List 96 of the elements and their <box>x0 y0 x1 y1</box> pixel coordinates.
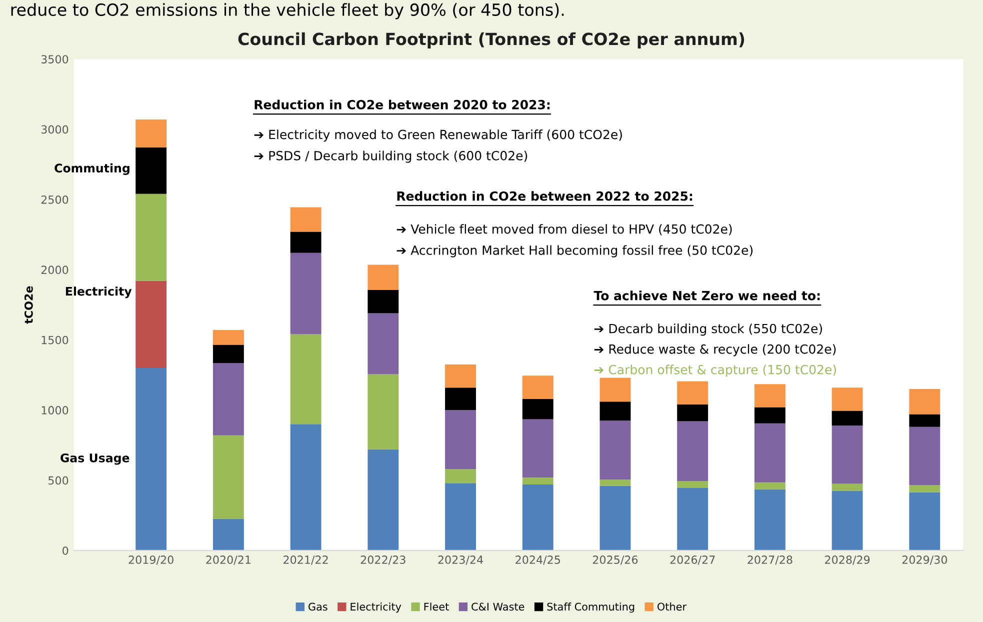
bar <box>832 484 863 491</box>
y-tick-label: 2500 <box>41 195 68 204</box>
bar <box>832 388 863 411</box>
annotation: Gas Usage <box>60 453 130 465</box>
bar <box>754 407 786 424</box>
annotation: Commuting <box>54 163 130 175</box>
bar <box>522 398 554 420</box>
bar <box>445 410 476 470</box>
bar <box>754 489 786 550</box>
bar <box>290 207 322 232</box>
bar <box>522 484 554 550</box>
bar <box>909 414 940 427</box>
annotation: ➔ Electricity moved to Green Renewable Tariff (600 tCO2e) <box>254 130 622 142</box>
bar <box>600 480 631 486</box>
bar <box>212 330 244 345</box>
annotation: ➔ Reduce waste & recycle (200 tC02e) <box>594 344 836 356</box>
x-tick-label: 2027/28 <box>748 556 792 565</box>
bar <box>290 334 322 424</box>
bar <box>677 480 708 488</box>
bar <box>445 364 476 388</box>
bar <box>677 421 708 481</box>
bar <box>368 313 399 374</box>
legend-label: C&I Waste <box>472 602 524 611</box>
bar <box>600 486 631 550</box>
y-tick-label: 3500 <box>41 55 68 64</box>
bar <box>677 488 708 550</box>
annotation: ➔ Accrington Market Hall becoming fossil free (50 tC02e) <box>396 245 753 258</box>
bar <box>600 420 631 480</box>
bar <box>212 344 244 364</box>
y-tick-label: 500 <box>48 476 68 485</box>
bar <box>600 402 631 421</box>
y-tick-label: 3000 <box>41 125 68 134</box>
annotation: ➔ Vehicle fleet moved from diesel to HPV (450 tC02e) <box>396 224 732 236</box>
bar <box>290 424 322 550</box>
bar <box>677 381 708 404</box>
bar <box>445 483 476 550</box>
bar <box>445 388 476 410</box>
bar <box>212 518 244 550</box>
bar <box>909 492 940 550</box>
y-tick-label: 0 <box>62 546 68 555</box>
legend-label: Other <box>658 602 686 611</box>
bar <box>136 280 167 368</box>
bar <box>445 469 476 484</box>
bar <box>600 378 631 402</box>
bar <box>136 368 167 550</box>
legend-label: Staff Commuting <box>547 602 634 613</box>
bar <box>754 423 786 482</box>
legend-label: Fleet <box>424 602 449 611</box>
x-tick-label: 2029/30 <box>902 556 948 565</box>
bar <box>832 490 863 550</box>
annotation: ➔ PSDS / Decarb building stock (600 tC02e) <box>254 150 528 163</box>
x-tick-label: 2021/22 <box>284 556 328 565</box>
bar <box>909 426 940 486</box>
y-axis-title: tCO2e <box>24 286 33 324</box>
bar <box>368 290 399 314</box>
bar <box>368 264 399 290</box>
bar <box>368 374 399 450</box>
x-tick-label: 2024/25 <box>516 556 560 565</box>
bar <box>909 485 940 492</box>
bar <box>522 419 554 478</box>
y-tick-label: 1000 <box>42 406 68 414</box>
annotation: To achieve Net Zero we need to: <box>594 290 820 300</box>
bar <box>136 194 167 281</box>
x-tick-label: 2022/23 <box>360 556 406 565</box>
bar <box>754 482 786 490</box>
annotation: ➔ Carbon offset & capture (150 tC02e) <box>594 364 836 377</box>
legend-label: Electricity <box>350 602 402 613</box>
x-tick-label: 2028/29 <box>825 556 870 565</box>
bar <box>522 477 554 484</box>
x-tick-label: 2026/27 <box>670 556 715 565</box>
text: reduce to CO2 emissions in the vehicle fleet by 90% (or 450 tons). <box>11 3 564 20</box>
bar <box>290 232 322 253</box>
bar <box>290 252 322 334</box>
x-tick-label: 2020/21 <box>206 556 250 565</box>
legend-label: Gas <box>308 602 328 611</box>
bar <box>832 426 863 484</box>
annotation: Electricity <box>66 286 132 298</box>
bar <box>754 384 786 408</box>
bar <box>212 363 244 436</box>
chart-title: Council Carbon Footprint (Tonnes of CO2e per annum) <box>238 32 744 48</box>
bar <box>136 119 167 148</box>
y-tick-label: 2000 <box>41 266 68 274</box>
bar <box>909 389 940 414</box>
bar <box>368 449 399 550</box>
bar <box>677 404 708 422</box>
bar <box>212 435 244 519</box>
bar <box>136 148 167 194</box>
bar <box>832 410 863 426</box>
annotation: Reduction in CO2e between 2022 to 2025: <box>397 191 692 201</box>
y-tick-label: 1500 <box>42 336 68 344</box>
annotation: Reduction in CO2e between 2020 to 2023: <box>254 100 550 110</box>
bar <box>522 376 554 399</box>
x-tick-label: 2025/26 <box>592 556 638 565</box>
x-tick-label: 2019/20 <box>128 556 174 565</box>
annotation: ➔ Decarb building stock (550 tC02e) <box>594 324 822 336</box>
x-tick-label: 2023/24 <box>438 556 483 565</box>
